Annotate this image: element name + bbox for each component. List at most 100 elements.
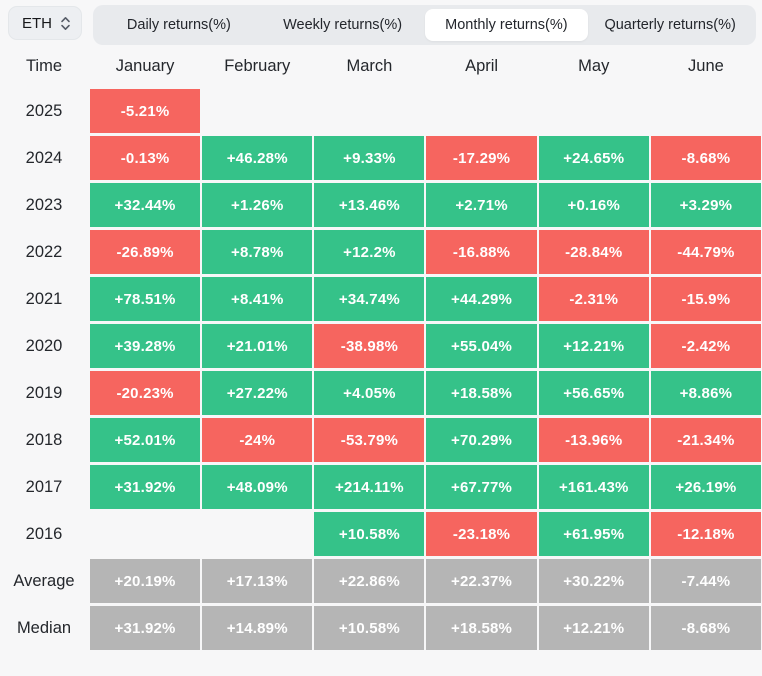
row-label: 2023 — [25, 195, 63, 214]
return-cell: +12.21% — [538, 324, 649, 368]
row-label: 2025 — [25, 101, 63, 120]
return-cell: -2.31% — [538, 277, 649, 321]
table-row: Median +31.92% +14.89% +10.58% +18.58% +12.21… — [0, 606, 761, 650]
return-cell: +13.46% — [314, 183, 425, 227]
return-cell: -21.34% — [650, 418, 761, 462]
row-label: Average — [13, 571, 75, 590]
return-cell: +1.26% — [202, 183, 313, 227]
tab-daily[interactable]: Daily returns(%) — [126, 17, 231, 33]
return-cell: +70.29% — [426, 418, 537, 462]
return-cell: +0.16% — [538, 183, 649, 227]
return-cell: -26.89% — [90, 230, 201, 274]
return-cell: -7.44% — [650, 559, 761, 603]
row-label: 2019 — [25, 383, 63, 402]
return-cell: +31.92% — [90, 606, 201, 650]
table-row: 2021 +78.51% +8.41% +34.74% +44.29% -2.31% -15… — [0, 277, 761, 321]
return-cell: -2.42% — [650, 324, 761, 368]
symbol-label: ETH — [22, 14, 52, 32]
table-row: 2020 +39.28% +21.01% -38.98% +55.04% +12.21% -… — [0, 324, 761, 368]
table-row: 2018 +52.01% -24% -53.79% +70.29% -13.96% -21.… — [0, 418, 761, 462]
tab-weekly[interactable]: Weekly returns(%) — [283, 17, 403, 33]
tab-bar: Daily returns(%) Weekly returns(%) Monthly… — [93, 5, 756, 45]
empty-cell — [202, 89, 312, 133]
return-cell: +39.28% — [90, 324, 201, 368]
return-cell: +27.22% — [202, 371, 313, 415]
return-cell: +61.95% — [538, 512, 649, 556]
updown-chevron-icon — [60, 16, 71, 31]
return-cell: +9.33% — [314, 136, 425, 180]
row-label: 2020 — [25, 336, 63, 355]
return-cell: -16.88% — [426, 230, 537, 274]
return-cell: +8.78% — [202, 230, 313, 274]
table-row: 2016 +10.58% -23.18% +61.95% -12.18% — [0, 512, 761, 556]
return-cell: -23.18% — [426, 512, 537, 556]
table-row: 2019 -20.23% +27.22% +4.05% +18.58% +56.65% +8… — [0, 371, 761, 415]
return-cell: +30.22% — [538, 559, 649, 603]
return-cell: -8.68% — [650, 136, 761, 180]
return-cell: +17.13% — [202, 559, 313, 603]
row-label: 2018 — [25, 430, 63, 449]
empty-cell — [651, 89, 761, 133]
return-cell: +4.05% — [314, 371, 425, 415]
return-cell: +34.74% — [314, 277, 425, 321]
return-cell: +52.01% — [90, 418, 201, 462]
return-cell: +46.28% — [202, 136, 313, 180]
return-cell: +3.29% — [650, 183, 761, 227]
return-cell: +24.65% — [538, 136, 649, 180]
return-cell: +44.29% — [426, 277, 537, 321]
toolbar: ETH Daily returns(%) Weekly returns(%) Mon… — [0, 0, 762, 45]
month-column-header: March — [346, 56, 393, 75]
return-cell: +161.43% — [538, 465, 649, 509]
return-cell: -20.23% — [90, 371, 201, 415]
return-cell: -24% — [202, 418, 313, 462]
table-row: 2022 -26.89% +8.78% +12.2% -16.88% -28.84% -44… — [0, 230, 761, 274]
month-column-header: May — [578, 56, 610, 75]
return-cell: +22.86% — [314, 559, 425, 603]
symbol-selector[interactable]: ETH — [8, 6, 82, 40]
return-cell: +48.09% — [202, 465, 313, 509]
empty-cell — [202, 512, 312, 556]
return-cell: +8.41% — [202, 277, 313, 321]
empty-cell — [426, 89, 536, 133]
return-cell: +31.92% — [90, 465, 201, 509]
empty-cell — [314, 89, 424, 133]
return-cell: -8.68% — [650, 606, 761, 650]
row-label: 2021 — [25, 289, 63, 308]
returns-table: Time January February March April May June 202… — [0, 51, 762, 650]
return-cell: +78.51% — [90, 277, 201, 321]
return-cell: +214.11% — [314, 465, 425, 509]
return-cell: +67.77% — [426, 465, 537, 509]
table-row: Average +20.19% +17.13% +22.86% +22.37% +30.2… — [0, 559, 761, 603]
return-cell: -12.18% — [650, 512, 761, 556]
empty-cell — [539, 89, 649, 133]
return-cell: +8.86% — [650, 371, 761, 415]
return-cell: +14.89% — [202, 606, 313, 650]
tab-quarterly[interactable]: Quarterly returns(%) — [604, 17, 736, 33]
table-row: 2017 +31.92% +48.09% +214.11% +67.77% +161.43… — [0, 465, 761, 509]
month-column-header: January — [115, 56, 175, 75]
return-cell: +10.58% — [314, 512, 425, 556]
row-label: 2022 — [25, 242, 63, 261]
return-cell: -44.79% — [650, 230, 761, 274]
return-cell: +55.04% — [426, 324, 537, 368]
row-label: Median — [16, 618, 72, 637]
return-cell: +18.58% — [426, 371, 537, 415]
return-cell: -15.9% — [650, 277, 761, 321]
return-cell: +56.65% — [538, 371, 649, 415]
return-cell: +12.21% — [538, 606, 649, 650]
return-cell: -17.29% — [426, 136, 537, 180]
return-cell: +10.58% — [314, 606, 425, 650]
table-header-row: Time January February March April May June — [0, 51, 761, 81]
month-column-header: February — [224, 56, 291, 75]
table-body: 2025 -5.21% 2024 -0.13% +46.28% +9.33% -17.29%… — [0, 89, 761, 650]
tab-monthly[interactable]: Monthly returns(%) — [424, 9, 589, 41]
row-label: 2017 — [25, 477, 63, 496]
table-row: 2025 -5.21% — [0, 89, 761, 133]
return-cell: -0.13% — [90, 136, 201, 180]
return-cell: -13.96% — [538, 418, 649, 462]
month-column-header: April — [465, 56, 499, 75]
return-cell: +20.19% — [90, 559, 201, 603]
return-cell: +18.58% — [426, 606, 537, 650]
row-label: 2024 — [25, 148, 63, 167]
table-row: 2023 +32.44% +1.26% +13.46% +2.71% +0.16% +3.2… — [0, 183, 761, 227]
